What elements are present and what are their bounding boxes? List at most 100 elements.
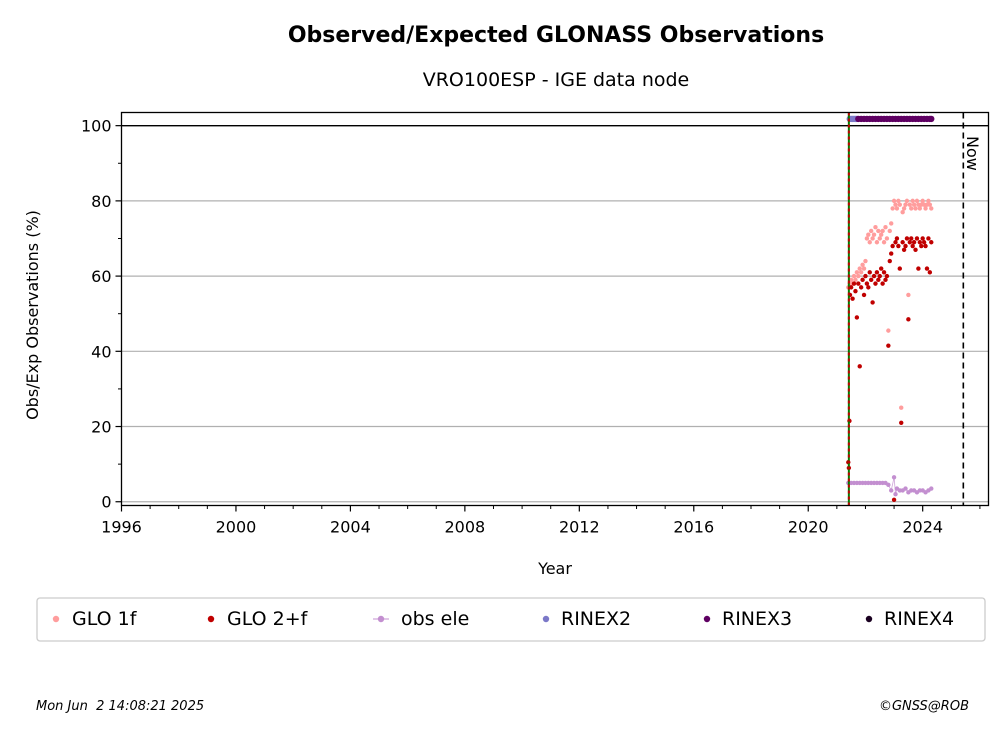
point-glo-2-f <box>929 240 934 245</box>
y-tick-label: 60 <box>91 267 111 286</box>
legend-label-glo-2-f: GLO 2+f <box>227 608 309 630</box>
x-tick-label: 2008 <box>445 518 486 537</box>
y-axis-ticks: 0 20 40 60 80 100 <box>81 117 122 512</box>
x-tick-label: 2000 <box>216 518 257 537</box>
point-glo-2-f <box>889 251 894 256</box>
point-glo-2-f <box>927 270 933 275</box>
point-glo-2-f <box>861 292 867 298</box>
point-glo-2-f <box>904 236 910 241</box>
point-obs-ele <box>929 486 934 491</box>
y-tick-label: 0 <box>101 493 111 512</box>
point-glo-2-f <box>906 317 911 322</box>
point-glo-1f <box>913 206 918 211</box>
legend-marker-rinex3 <box>703 615 711 623</box>
point-glo-2-f <box>850 296 855 301</box>
point-glo-1f <box>914 198 920 204</box>
point-glo-1f <box>866 232 871 237</box>
point-glo-2-f <box>858 285 864 290</box>
grid-lines <box>121 125 989 503</box>
legend-box <box>36 597 986 642</box>
point-glo-1f <box>858 270 864 275</box>
point-glo-1f <box>883 225 888 230</box>
point-obs-ele <box>891 475 897 480</box>
point-glo-2-f <box>880 281 885 286</box>
point-glo-2-f <box>910 243 915 249</box>
point-glo-2-f <box>866 285 871 290</box>
now-label: Now <box>963 136 982 171</box>
point-rinex3 <box>928 115 935 123</box>
point-obs-ele <box>903 486 908 491</box>
point-glo-2-f <box>924 266 930 271</box>
point-glo-2-f <box>868 277 874 283</box>
y-tick-label: 20 <box>91 418 111 437</box>
point-glo-1f <box>901 206 907 211</box>
point-glo-1f <box>864 236 870 241</box>
point-glo-2-f <box>903 243 908 249</box>
point-glo-2-f <box>864 281 870 286</box>
legend: GLO 1f GLO 2+f obs ele RINEX2 RINEX3 RINEX4 <box>52 608 954 630</box>
point-glo-1f <box>876 228 881 234</box>
point-glo-1f <box>903 202 908 207</box>
x-axis-ticks: 1996 2000 2004 2008 2012 2016 2020 2024 <box>101 505 981 537</box>
chart-title: Observed/Expected GLONASS Observations <box>288 23 824 48</box>
point-glo-2-f <box>877 273 882 279</box>
point-glo-1f <box>910 198 915 204</box>
point-glo-2-f <box>917 240 923 245</box>
point-glo-1f <box>867 240 872 245</box>
x-tick-label: 2016 <box>673 518 714 537</box>
legend-label-obs-ele: obs ele <box>401 608 469 630</box>
point-glo-1f <box>893 202 898 207</box>
point-glo-2-f <box>886 343 891 348</box>
x-axis-label: Year <box>537 559 572 578</box>
point-glo-1f <box>900 209 905 215</box>
point-glo-2-f <box>881 270 887 275</box>
point-glo-1f <box>929 206 934 211</box>
point-glo-1f <box>871 232 877 237</box>
point-glo-2-f <box>883 277 888 283</box>
x-tick-label: 1996 <box>101 518 142 537</box>
point-glo-2-f <box>911 240 917 245</box>
point-glo-2-f <box>897 266 902 271</box>
point-obs-ele <box>893 492 898 497</box>
point-glo-1f <box>857 266 862 271</box>
point-glo-1f <box>887 228 892 234</box>
point-glo-2-f <box>857 364 862 369</box>
point-glo-2-f <box>851 281 857 286</box>
point-glo-1f <box>894 206 900 211</box>
point-glo-1f <box>889 221 894 226</box>
point-glo-2-f <box>896 243 901 249</box>
point-glo-1f <box>897 202 902 207</box>
point-glo-1f <box>920 198 925 204</box>
point-glo-1f <box>907 202 913 207</box>
x-tick-label: 2004 <box>330 518 371 537</box>
point-glo-2-f <box>894 236 900 241</box>
point-glo-2-f <box>890 243 895 249</box>
point-glo-1f <box>848 277 854 283</box>
point-glo-1f <box>909 206 914 211</box>
point-glo-2-f <box>926 236 931 241</box>
point-glo-2-f <box>921 240 927 245</box>
point-glo-2-f <box>867 270 872 275</box>
point-glo-1f <box>917 206 923 211</box>
footer-timestamp: Mon Jun 2 14:08:21 2025 <box>36 699 204 714</box>
point-glo-2-f <box>891 497 897 503</box>
point-glo-1f <box>860 262 865 268</box>
point-glo-1f <box>853 277 858 283</box>
point-glo-1f <box>861 266 867 271</box>
point-glo-1f <box>881 240 887 245</box>
point-glo-1f <box>856 273 861 279</box>
point-glo-1f <box>899 405 904 410</box>
y-axis-label: Obs/Exp Observations (%) <box>23 210 42 420</box>
point-glo-2-f <box>860 277 865 283</box>
point-glo-2-f <box>893 240 898 245</box>
point-glo-2-f <box>909 236 914 241</box>
point-glo-1f <box>877 236 882 241</box>
point-glo-2-f <box>878 266 884 271</box>
point-glo-1f <box>874 240 880 245</box>
y-tick-label: 40 <box>91 342 111 361</box>
point-obs-ele <box>889 488 894 493</box>
point-glo-2-f <box>856 281 861 286</box>
footer-credit: ©GNSS@ROB <box>879 699 969 714</box>
point-glo-1f <box>923 206 928 211</box>
point-glo-2-f <box>916 266 921 271</box>
